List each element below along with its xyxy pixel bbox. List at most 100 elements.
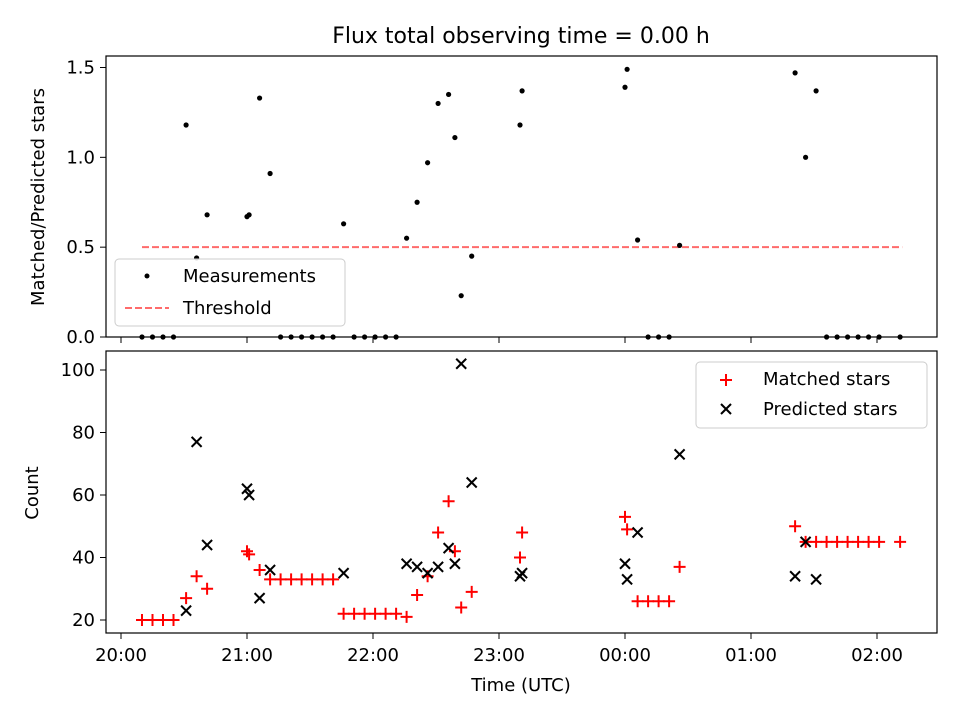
bottom-chart-ylabel: Count [22,466,43,519]
matched-stars-point [327,573,340,586]
measurement-point [204,212,210,218]
measurement-point [624,66,630,72]
predicted-stars-point-b [465,476,478,489]
predicted-stars-point-b [400,558,413,570]
predicted-stars-point [201,539,213,551]
matched-stars-point [432,526,445,539]
measurement-point [267,170,273,177]
predicted-stars-point [619,558,631,570]
predicted-stars-point-b [516,567,528,579]
bottom-chart-axes: 20 40 60 80 100 20:00 21:00 22:00 23:00 00:00 01:0… [61,360,903,666]
bottom-legend-box [695,361,928,429]
measurement-point [469,253,475,259]
top-ytick-label: 1.0 [66,147,95,168]
top-ytick-label: 0.5 [66,237,95,258]
measurement-point [183,122,189,128]
matched-stars-point [831,535,844,548]
bottom-ytick-label: 60 [72,485,95,506]
bottom-chart-xlabel: Time (UTC) [470,675,571,696]
matched-stars-point [411,589,424,601]
top-legend: Measurements Threshold [114,258,346,327]
predicted-stars-point-b [621,573,633,586]
measurement-point [435,100,441,107]
measurement-point [622,84,628,90]
matched-stars-point [652,595,665,608]
predicted-stars-point [621,573,633,586]
measurement-point [425,160,431,166]
top-chart-ylabel: Matched/Predicted stars [28,88,49,306]
matched-stars-point [348,607,361,620]
measurement-point [813,88,819,94]
matched-stars-point [894,535,907,548]
legend-threshold-label: Threshold [182,298,272,319]
predicted-stars-point-b [442,542,455,554]
measurement-point [341,221,347,227]
predicted-stars-point [631,526,644,539]
measurement-point [458,293,464,299]
predicted-stars-point [264,564,276,576]
predicted-stars-point [243,489,255,501]
bottom-xtick-label: 00:00 [599,645,651,666]
matched-stars-point [316,573,329,586]
bottom-ytick-label: 80 [72,423,95,444]
bottom-xtick-label: 01:00 [725,645,777,666]
matched-stars-point [369,607,382,620]
matched-stars-point [243,548,256,561]
matched-stars-point [201,582,214,595]
predicted-stars-point [449,558,461,570]
predicted-stars-point-b [337,567,350,579]
predicted-stars-point [789,570,801,582]
bottom-chart-marks [136,358,907,626]
predicted-stars-point-b [810,573,822,586]
measurement-point [257,95,263,101]
matched-stars-point [820,535,833,548]
predicted-stars-point-b [619,558,631,570]
matched-stars-point [274,573,287,586]
predicted-stars-point-b [789,570,801,582]
measurement-point [635,237,641,243]
bottom-xtick-label: 22:00 [347,645,399,666]
predicted-stars-point-b [455,358,467,370]
predicted-stars-point [465,476,478,489]
predicted-stars-point-b [180,604,192,617]
top-chart-axes: 0.0 0.5 1.0 1.5 [66,58,878,348]
top-ytick-label: 0.0 [66,327,95,348]
matched-stars-point [400,610,413,623]
predicted-stars-point-b [241,483,253,495]
matched-stars-point [789,520,802,533]
predicted-stars-point-b [264,564,276,576]
bottom-legend: Matched stars Predicted stars [695,361,928,429]
matched-stars-point [295,573,308,586]
predicted-stars-point [241,483,253,495]
predicted-stars-point-b [673,448,686,461]
bottom-ytick-label: 100 [61,360,95,381]
matched-stars-point [852,535,865,548]
predicted-stars-point [421,567,434,579]
matched-stars-point [516,526,529,539]
predicted-stars-point-b [449,558,461,570]
predicted-stars-point-b [201,539,213,551]
matched-stars-point [621,523,634,536]
predicted-stars-point-b [253,592,266,604]
predicted-stars-point-b [421,567,434,579]
matched-stars-point [337,607,350,620]
matched-stars-point [619,510,631,523]
matched-stars-point [390,607,403,620]
bottom-ytick-label: 40 [72,548,95,569]
measurement-point [414,199,420,205]
measurement-point [792,70,798,76]
measurement-point [677,242,683,248]
predicted-stars-point [180,604,192,617]
measurement-point [404,235,410,241]
top-ytick-label: 1.5 [66,58,95,79]
matched-stars-point [810,535,823,548]
matched-stars-point [285,573,298,586]
matched-stars-point [673,560,686,573]
measurement-point [519,88,525,94]
matched-stars-point [862,535,875,548]
matched-stars-point [253,564,266,576]
predicted-stars-point [400,558,413,570]
predicted-stars-point-b [243,489,255,501]
bottom-xtick-label: 20:00 [95,645,147,666]
legend-predicted-marker [720,403,732,415]
